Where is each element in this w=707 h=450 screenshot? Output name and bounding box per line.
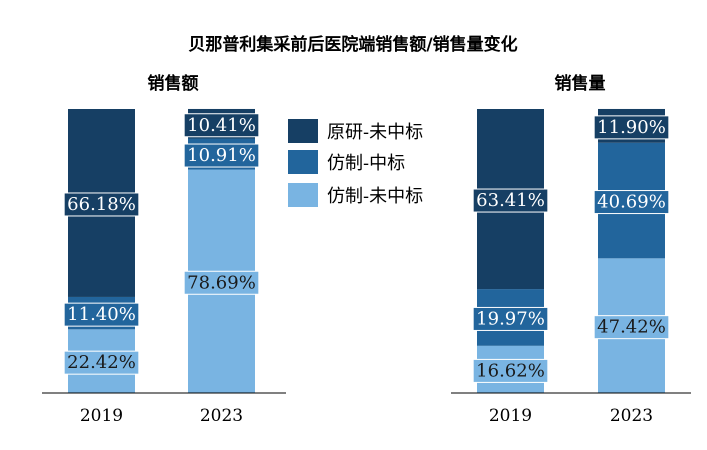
data-label: 47.42% (597, 317, 666, 338)
legend-label: 仿制-中标 (327, 153, 405, 174)
data-label-box (593, 190, 670, 215)
x-tick-label: 2023 (610, 406, 653, 426)
data-label: 66.18% (67, 194, 136, 215)
data-label-box (472, 188, 549, 213)
data-label: 19.97% (476, 308, 545, 329)
data-label-box (472, 306, 549, 331)
legend-label: 仿制-未中标 (327, 186, 423, 207)
data-label-box (183, 270, 260, 295)
data-label-box (63, 350, 140, 375)
data-label-box (183, 143, 260, 168)
x-tick-label: 2019 (80, 406, 123, 426)
data-label-box (593, 315, 670, 340)
data-label: 11.90% (597, 117, 666, 138)
data-label: 78.69% (187, 272, 256, 293)
data-label: 40.69% (597, 192, 666, 213)
panel-subtitle: 销售量 (555, 73, 606, 94)
data-label-box (593, 115, 670, 140)
legend-swatch (288, 150, 318, 174)
data-label-box (63, 302, 140, 327)
data-label-box (183, 113, 260, 138)
data-label-box (63, 192, 140, 217)
data-label: 16.62% (476, 360, 545, 381)
legend-swatch (288, 183, 318, 207)
chart-title: 贝那普利集采前后医院端销售额/销售量变化 (188, 34, 517, 55)
panel-subtitle: 销售额 (148, 73, 199, 94)
x-tick-label: 2019 (489, 406, 532, 426)
data-label-box (472, 358, 549, 383)
legend-swatch (288, 119, 318, 143)
x-tick-label: 2023 (200, 406, 243, 426)
data-label: 10.41% (187, 115, 256, 136)
data-label: 63.41% (476, 190, 545, 211)
data-label: 10.91% (187, 145, 256, 166)
legend-label: 原研-未中标 (327, 122, 423, 143)
data-label: 22.42% (67, 352, 136, 373)
data-label: 11.40% (67, 304, 136, 325)
